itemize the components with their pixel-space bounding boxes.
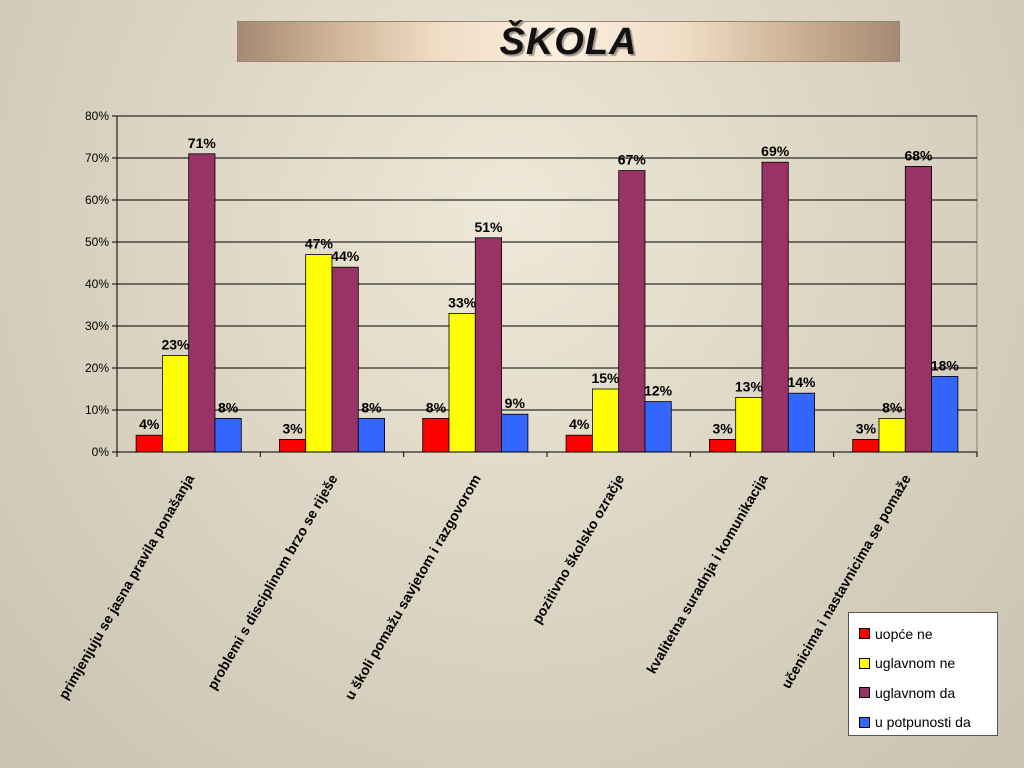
legend-swatch: [859, 716, 870, 728]
bar-3-2: [448, 312, 476, 453]
category-label: u školi pomažu savjetom i razgovorom: [341, 472, 484, 703]
data-label: 4%: [139, 416, 160, 432]
category-label: kvalitetna suradnja i komunikacija: [643, 471, 771, 676]
y-tick-label: 30%: [85, 319, 109, 333]
bar-5-2: [735, 396, 763, 453]
bar-1-2: [161, 354, 190, 453]
data-label: 4%: [569, 416, 590, 432]
data-label: 15%: [591, 370, 620, 386]
data-label: 8%: [218, 399, 239, 415]
bar-6-2: [878, 417, 906, 453]
bar-2-4: [357, 417, 385, 453]
bar-6-4: [931, 375, 959, 453]
data-label: 67%: [618, 152, 647, 168]
data-label: 69%: [761, 143, 790, 159]
legend: uopće ne uglavnom ne uglavnom da u potpunos…: [848, 612, 998, 736]
bar-4-1: [565, 434, 593, 453]
title-banner: ŠKOLA: [237, 21, 900, 63]
data-label: 23%: [161, 336, 190, 352]
y-tick-label: 50%: [85, 235, 109, 249]
category-label: problemi s disciplinom brzo se riješe: [204, 471, 341, 692]
bar-4-2: [592, 388, 620, 453]
legend-swatch: [859, 687, 870, 699]
data-label: 3%: [712, 420, 733, 436]
legend-swatch: [859, 657, 870, 669]
category-label: pozitivno školsko ozračje: [529, 471, 628, 626]
data-label: 71%: [188, 135, 217, 151]
data-label: 44%: [331, 248, 360, 264]
data-label: 51%: [474, 219, 503, 235]
legend-item: uopće ne: [859, 619, 997, 649]
bar-1-3: [188, 153, 216, 453]
bar-4-4: [644, 401, 672, 453]
legend-item: u potpunosti da: [859, 708, 997, 738]
chart-title: ŠKOLA: [499, 21, 638, 63]
data-label: 33%: [448, 294, 477, 310]
legend-item: uglavnom da: [859, 678, 997, 708]
data-label: 12%: [644, 383, 673, 399]
data-label: 3%: [856, 420, 877, 436]
data-label: 8%: [882, 399, 903, 415]
bar-5-4: [787, 392, 815, 453]
x-axis: primjenjuju se jasna pravila ponašanja pr…: [55, 451, 978, 703]
bar-2-2: [305, 254, 333, 453]
bar-6-3: [904, 165, 932, 453]
category-label: primjenjuju se jasna pravila ponašanja: [55, 471, 197, 702]
bar-6-1: [852, 438, 880, 453]
y-tick-label: 80%: [85, 109, 109, 123]
bar-3-1: [422, 417, 450, 453]
bar-2-1: [278, 438, 307, 453]
data-label: 47%: [305, 236, 334, 252]
bars: [135, 153, 959, 453]
data-label: 8%: [361, 399, 382, 415]
y-tick-label: 0%: [92, 445, 110, 459]
data-label: 68%: [904, 147, 933, 163]
data-label: 8%: [426, 399, 447, 415]
bar-5-3: [761, 161, 789, 453]
bar-5-1: [709, 438, 737, 453]
data-label: 9%: [505, 395, 526, 411]
legend-label: uglavnom ne: [875, 655, 956, 672]
y-tick-label: 40%: [85, 277, 109, 291]
y-tick-label: 70%: [85, 151, 109, 165]
value-labels: 4% 23% 71% 8% 3% 47%44% 8% 8% 33% 51% 9% 4% 15% 67% 12…: [139, 135, 959, 437]
data-label: 14%: [787, 374, 816, 390]
legend-label: uglavnom da: [875, 684, 956, 701]
bar-3-4: [501, 413, 529, 453]
bar-1-1: [135, 434, 163, 453]
y-axis: 0% 10% 20% 30% 40% 50% 60% 70% 80%: [85, 109, 118, 459]
y-tick-label: 20%: [85, 361, 109, 375]
y-tick-label: 10%: [85, 403, 109, 417]
data-label: 3%: [282, 420, 303, 436]
legend-label: uopće ne: [875, 625, 933, 642]
y-tick-label: 60%: [85, 193, 109, 207]
data-label: 13%: [735, 378, 764, 394]
legend-swatch: [859, 628, 870, 640]
data-label: 18%: [931, 357, 960, 373]
bar-2-3: [331, 266, 359, 453]
plot-area: [116, 115, 978, 453]
legend-item: uglavnom ne: [859, 649, 997, 679]
legend-label: u potpunosti da: [875, 714, 971, 731]
bar-4-3: [618, 170, 646, 453]
bar-3-3: [474, 237, 502, 453]
bar-1-4: [214, 417, 242, 453]
